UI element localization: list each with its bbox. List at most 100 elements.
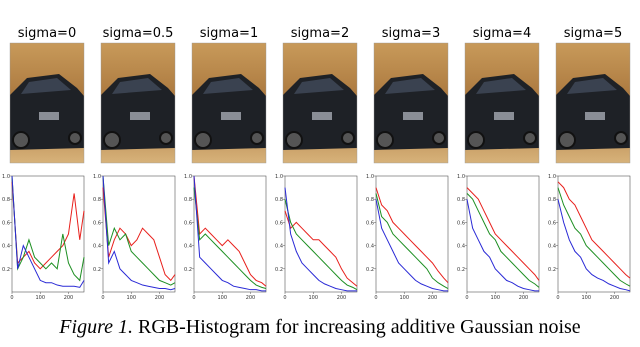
histogram-line xyxy=(557,181,631,279)
car-wheel xyxy=(558,131,576,149)
histogram-line xyxy=(466,199,539,292)
y-tick-label: 0.2 xyxy=(457,267,465,273)
car-wheel xyxy=(12,131,30,149)
x-tick-label: 100 xyxy=(308,295,318,301)
car-wheel xyxy=(194,131,212,149)
x-tick-label: 200 xyxy=(64,295,74,301)
histogram-line xyxy=(102,175,176,291)
image-frame xyxy=(373,42,449,164)
image-frame xyxy=(555,42,631,164)
x-tick-label: 100 xyxy=(217,295,227,301)
car-image xyxy=(373,42,449,164)
histogram-line xyxy=(11,175,85,282)
panel-title: sigma=1 xyxy=(200,26,258,41)
plot-frame xyxy=(102,175,176,293)
y-tick-label: 0.4 xyxy=(275,244,283,250)
x-tick-label: 200 xyxy=(519,295,529,301)
car-wheel xyxy=(341,131,355,145)
car-wheel xyxy=(523,131,537,145)
panel-title: sigma=4 xyxy=(473,26,531,41)
histogram-line xyxy=(557,199,631,292)
x-tick-label: 0 xyxy=(283,295,286,301)
x-tick-label: 0 xyxy=(10,295,13,301)
y-tick-label: 1.0 xyxy=(275,174,283,180)
car-image xyxy=(191,42,267,164)
image-frame xyxy=(282,42,358,164)
y-tick-label: 1.0 xyxy=(457,174,465,180)
caption: Figure 1. RGB-Histogram for increasing a… xyxy=(58,316,581,338)
y-tick-label: 0.8 xyxy=(548,197,556,203)
caption-text: RGB-Histogram for increasing additive Ga… xyxy=(138,316,581,338)
car-wheel xyxy=(376,131,394,149)
y-tick-label: 0.6 xyxy=(93,220,101,226)
car-windshield xyxy=(385,78,435,94)
x-tick-label: 200 xyxy=(246,295,256,301)
car-image xyxy=(464,42,540,164)
y-tick-label: 0.4 xyxy=(2,244,10,250)
histogram-line xyxy=(375,187,449,284)
x-tick-label: 0 xyxy=(465,295,468,301)
car-grille xyxy=(130,112,150,120)
y-tick-label: 0.2 xyxy=(548,267,556,273)
y-tick-label: 0.2 xyxy=(275,267,283,273)
y-tick-label: 1.0 xyxy=(2,174,10,180)
car-windshield xyxy=(21,78,71,94)
car-grille xyxy=(494,112,514,120)
y-tick-label: 1.0 xyxy=(548,174,556,180)
y-tick-label: 0.6 xyxy=(366,220,374,226)
car-wheel xyxy=(159,131,173,145)
x-tick-label: 200 xyxy=(337,295,347,301)
car-grille xyxy=(39,112,59,120)
y-tick-label: 1.0 xyxy=(93,174,101,180)
plot-frame xyxy=(557,175,631,293)
car-wheel xyxy=(103,131,121,149)
y-tick-label: 0.6 xyxy=(184,220,192,226)
y-tick-label: 0.2 xyxy=(184,267,192,273)
y-tick-label: 0.2 xyxy=(2,267,10,273)
car-wheel xyxy=(285,131,303,149)
histogram-line xyxy=(375,193,449,289)
histogram-line xyxy=(284,199,358,291)
plot-frame xyxy=(11,175,85,293)
x-tick-label: 0 xyxy=(192,295,195,301)
x-tick-label: 100 xyxy=(399,295,409,301)
y-tick-label: 0.8 xyxy=(93,197,101,203)
histogram-line xyxy=(375,199,448,292)
car-image xyxy=(555,42,631,164)
car-windshield xyxy=(112,78,162,94)
panel-title: sigma=5 xyxy=(564,26,622,41)
caption-label: Figure 1. xyxy=(58,316,133,338)
y-tick-label: 0.8 xyxy=(457,197,465,203)
x-tick-label: 200 xyxy=(155,295,165,301)
histogram-line xyxy=(102,175,176,286)
histogram-line xyxy=(466,187,540,281)
histogram-line xyxy=(11,175,85,288)
x-tick-label: 200 xyxy=(428,295,438,301)
car-wheel xyxy=(68,131,82,145)
y-tick-label: 0.6 xyxy=(2,220,10,226)
car-grille xyxy=(312,112,332,120)
car-image xyxy=(9,42,85,164)
panel-title: sigma=2 xyxy=(291,26,349,41)
panel-title: sigma=0 xyxy=(18,26,76,41)
x-tick-label: 0 xyxy=(374,295,377,301)
y-tick-label: 0.4 xyxy=(548,244,556,250)
histogram-line xyxy=(102,187,176,282)
car-image xyxy=(100,42,176,164)
y-tick-label: 0.2 xyxy=(366,267,374,273)
plot-frame xyxy=(466,175,540,293)
image-frame xyxy=(9,42,85,164)
x-tick-label: 100 xyxy=(126,295,136,301)
car-wheel xyxy=(250,131,264,145)
plot-frame xyxy=(284,175,358,293)
y-tick-label: 0.2 xyxy=(93,267,101,273)
y-tick-label: 0.4 xyxy=(366,244,374,250)
car-wheel xyxy=(467,131,485,149)
y-tick-label: 1.0 xyxy=(366,174,374,180)
car-grille xyxy=(585,112,605,120)
panel-title: sigma=3 xyxy=(382,26,440,41)
histogram-line xyxy=(193,175,267,287)
histogram-line xyxy=(466,193,540,288)
x-tick-label: 100 xyxy=(581,295,591,301)
